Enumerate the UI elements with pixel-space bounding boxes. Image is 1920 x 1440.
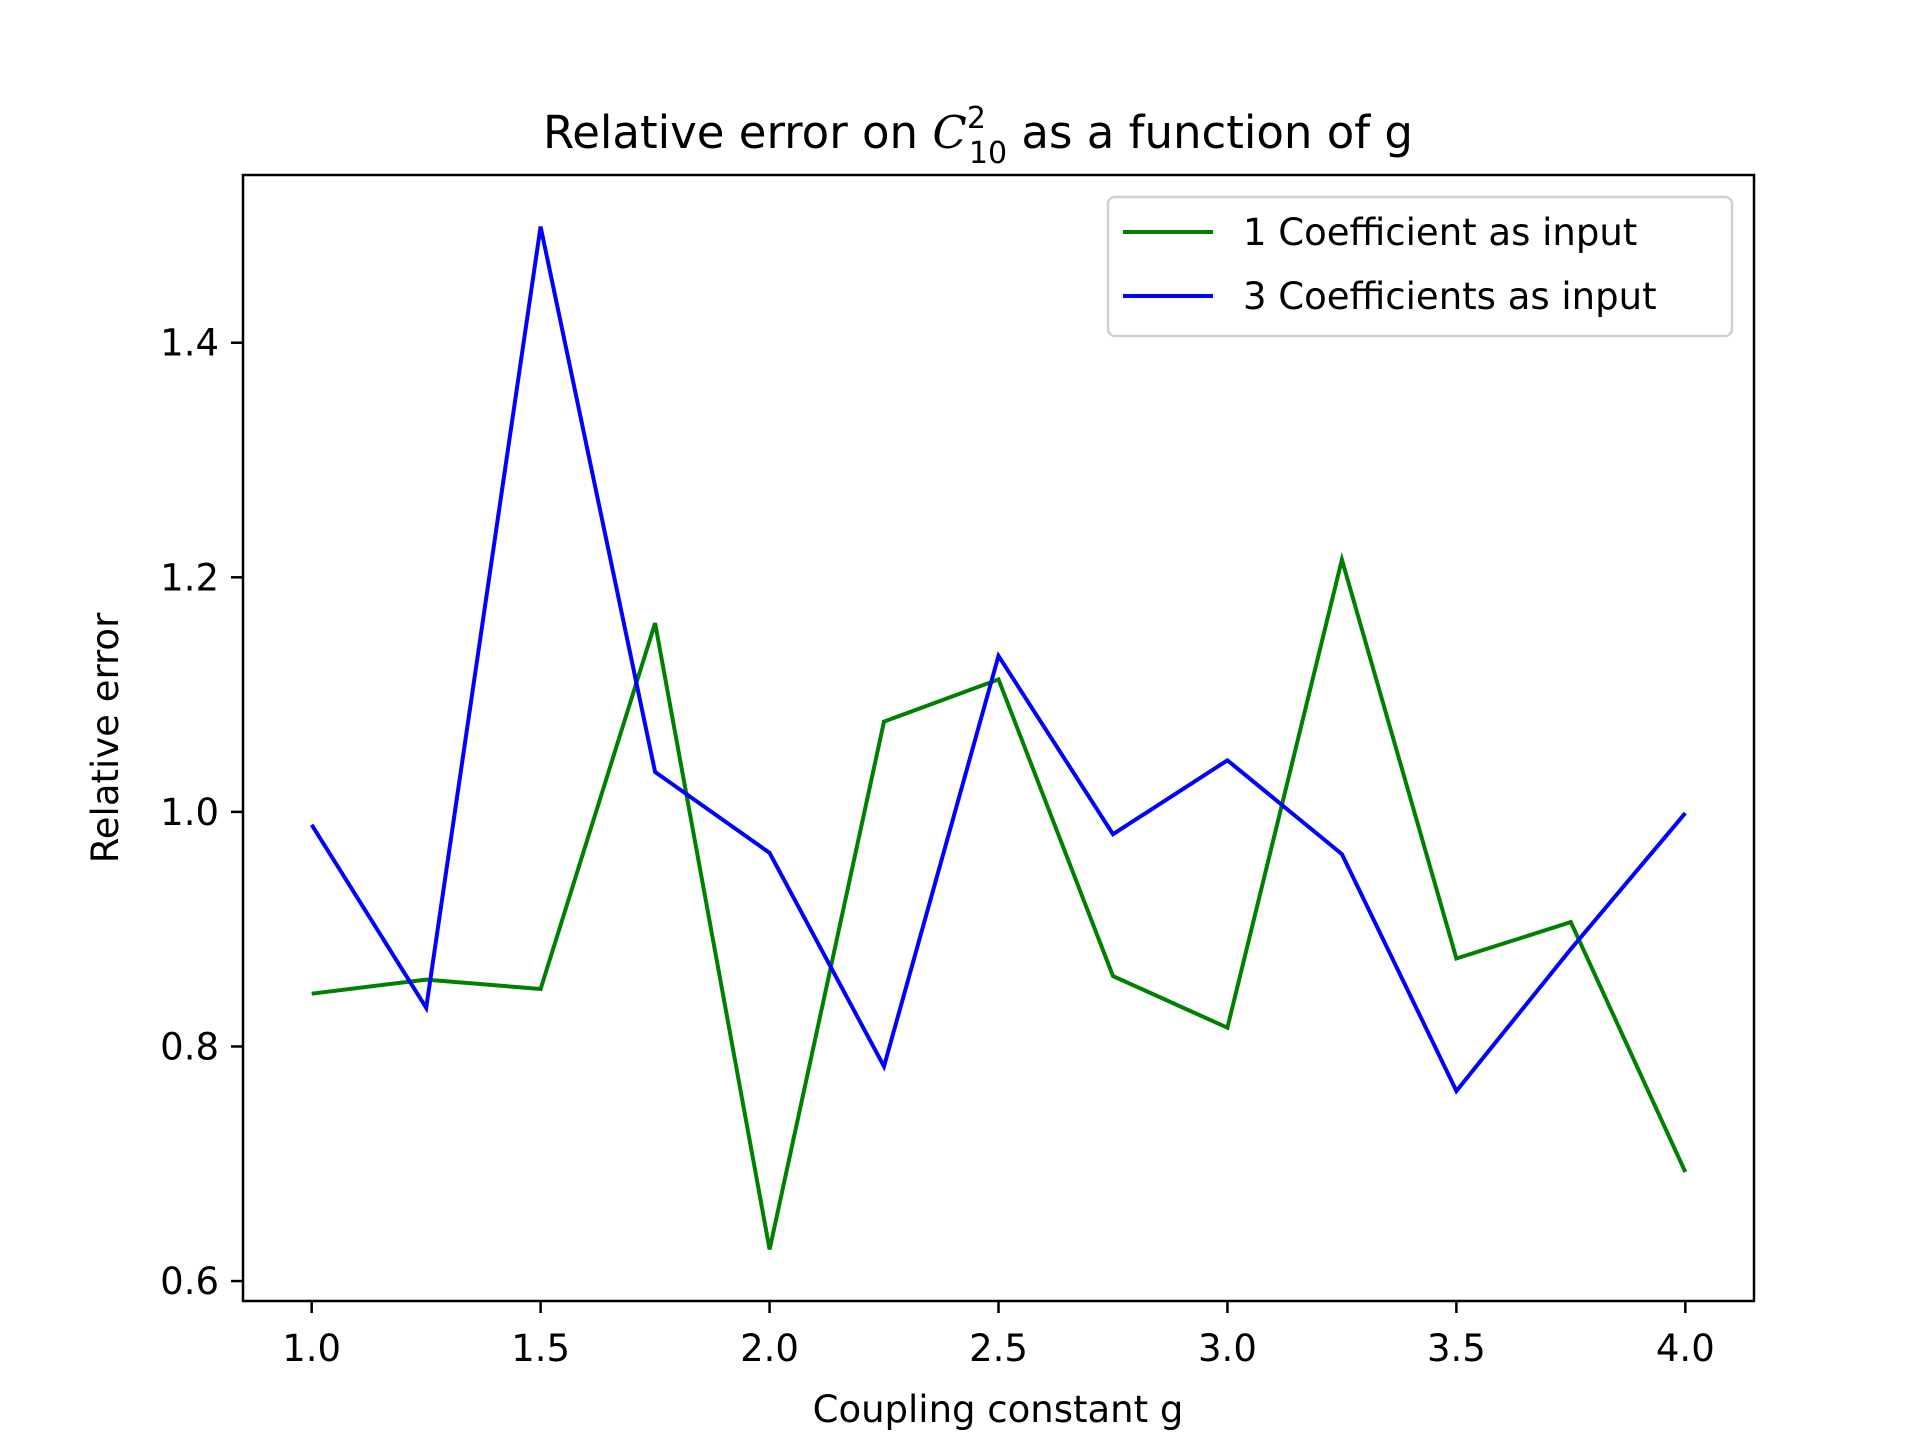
legend-label-series-2: 3 Coefficients as input: [1243, 275, 1657, 318]
y-axis-label: Relative error: [84, 612, 127, 863]
series-layer: [310, 226, 1688, 1250]
x-tick-label: 1.0: [282, 1327, 341, 1370]
x-axis-label: Coupling constant g: [813, 1388, 1184, 1431]
x-tick-label: 4.0: [1656, 1327, 1715, 1370]
legend-box: [1106, 195, 1734, 338]
x-tick-label: 1.5: [511, 1327, 570, 1370]
legend: 1 Coefficient as input 3 Coefficients as…: [1106, 195, 1734, 338]
x-tick-label: 2.5: [969, 1327, 1028, 1370]
chart-title: Relative error on C2 10 as a function of …: [543, 101, 1413, 171]
y-tick-label: 1.4: [160, 322, 219, 365]
y-tick-label: 1.2: [160, 556, 219, 599]
y-tick-label: 1.0: [160, 791, 219, 834]
y-axis: 0.6 0.8 1.0 1.2 1.4: [160, 322, 243, 1303]
legend-label-series-1: 1 Coefficient as input: [1243, 211, 1637, 254]
series-line-1: [311, 551, 1688, 1250]
x-tick-label: 2.0: [740, 1327, 799, 1370]
x-tick-label: 3.0: [1198, 1327, 1257, 1370]
y-tick-label: 0.6: [160, 1260, 219, 1303]
y-tick-label: 0.8: [160, 1025, 219, 1068]
x-axis: 1.0 1.5 2.0 2.5 3.0 3.5 4.0: [282, 1301, 1715, 1370]
x-tick-label: 3.5: [1427, 1327, 1486, 1370]
series-line-2: [310, 226, 1687, 1095]
